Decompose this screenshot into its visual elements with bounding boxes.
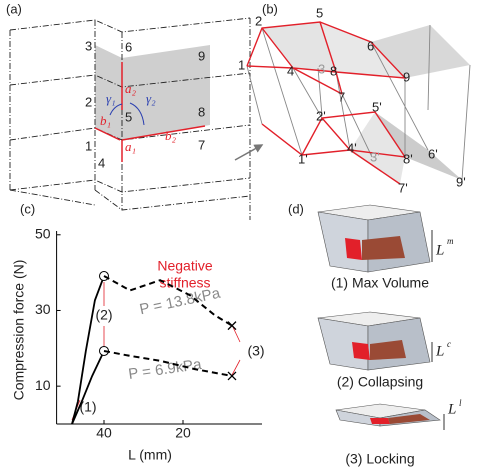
dimension-sup: m: [447, 236, 454, 246]
caption: (2) Collapsing: [337, 374, 423, 390]
node-label: 5: [316, 5, 323, 20]
node-label: 9: [403, 69, 410, 84]
stack-image: [336, 404, 444, 430]
state-label: (3): [247, 343, 264, 359]
node-label: 3': [370, 149, 380, 164]
caption: (3) Locking: [345, 451, 414, 467]
x-axis-label: L (mm): [128, 447, 172, 463]
dimension: L: [435, 242, 444, 258]
node-label: 2: [85, 94, 92, 109]
stack-image: [318, 205, 432, 272]
node-label: 6: [367, 38, 374, 53]
dimension: L: [447, 401, 456, 417]
x-tick-label: 20: [175, 425, 191, 441]
node-label: 9: [198, 48, 205, 63]
node-label: 7': [398, 180, 408, 195]
node-label: 7: [338, 89, 345, 104]
node-label: 8: [330, 63, 337, 78]
node-label: 4: [98, 155, 105, 170]
node-label: 8': [403, 151, 413, 166]
y-axis-label: Compression force (N): [11, 260, 27, 401]
panel-label: (a): [6, 1, 22, 16]
y-tick-label: 50: [35, 225, 51, 241]
marker: [228, 372, 236, 380]
vector-label: a₂: [125, 81, 137, 96]
annotation: Negative: [157, 258, 212, 274]
node-label: 1': [298, 151, 308, 166]
caption: (1) Max Volume: [331, 275, 429, 291]
node-label: 1: [85, 138, 92, 153]
stack-image: [318, 312, 432, 370]
state-label: (2): [95, 307, 112, 323]
vector-label: b₂: [165, 128, 177, 143]
curve-label: P = 6.9kPa: [127, 356, 203, 383]
dimension-sup: c: [447, 339, 451, 349]
panel-d: (d) L m L c L l: [288, 201, 462, 466]
node-label: 4': [347, 140, 357, 155]
node-label: 3: [318, 61, 325, 76]
vector-label: a₁: [125, 139, 136, 154]
figure: (a) 1 2 3 4 5 6 7 8 9 a₁ a₂ b₁ b₂ γ₁ γ₂ …: [0, 0, 482, 470]
panel-label: (c): [20, 201, 35, 216]
node-label: 5: [125, 109, 132, 124]
vector-label: b₁: [100, 113, 111, 128]
panel-c: (c) Compression force (N) L (mm) Negativ…: [11, 201, 265, 462]
dimension-sup: l: [459, 398, 462, 408]
panel-label: (d): [288, 201, 304, 216]
node-label: 2: [255, 13, 262, 28]
panel-a: (a) 1 2 3 4 5 6 7 8 9 a₁ a₂ b₁ b₂ γ₁ γ₂: [6, 1, 262, 220]
node-label: 4: [287, 63, 294, 78]
node-label: 7: [198, 137, 205, 152]
angle-label: γ₂: [146, 91, 156, 106]
dimension: L: [435, 343, 444, 359]
node-label: 1: [238, 57, 245, 72]
facet: [350, 112, 405, 184]
node-label: 2': [316, 108, 326, 123]
node-label: 3: [85, 38, 92, 53]
y-tick-label: 10: [35, 377, 51, 393]
angle-label: γ₁: [106, 91, 116, 106]
x-tick-label: 40: [96, 425, 112, 441]
marker: [228, 322, 236, 330]
panel-label: (b): [262, 1, 278, 16]
arrow: [235, 145, 262, 160]
node-label: 6: [125, 39, 132, 54]
node-label: 6': [428, 146, 438, 161]
node-label: 5': [372, 99, 382, 114]
node-label: 8: [198, 104, 205, 119]
panel-b: (b) 1 2 3 4 5 6 7 8 9 1' 2' 3' 4' 5' 6' …: [238, 1, 470, 195]
y-tick-label: 30: [35, 301, 51, 317]
node-label: 9': [456, 174, 466, 189]
